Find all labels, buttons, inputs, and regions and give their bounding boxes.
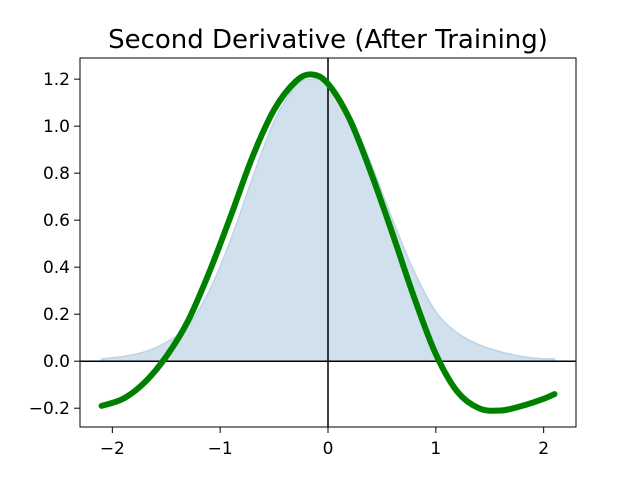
x-tick-label: −2: [100, 439, 125, 459]
y-tick-label: 0.4: [43, 258, 70, 278]
y-tick-label: 1.0: [43, 117, 70, 137]
y-tick-label: 0.0: [43, 352, 70, 372]
y-tick-label: 0.8: [43, 164, 70, 184]
second-derivative-line-layer: [98, 71, 558, 414]
x-tick-label: 0: [323, 439, 334, 459]
y-tick-label: −0.2: [29, 399, 70, 419]
x-tick-label: 2: [538, 439, 549, 459]
x-axis-ticks: −2 −1 0 1 2: [100, 427, 549, 459]
x-tick-label: −1: [208, 439, 233, 459]
y-axis-ticks: −0.2 0.0 0.2 0.4 0.6 0.8 1.0 1.2: [29, 70, 80, 419]
y-tick-label: 1.2: [43, 70, 70, 90]
second-derivative-line-0: [98, 71, 558, 414]
y-tick-label: 0.6: [43, 211, 70, 231]
y-tick-label: 0.2: [43, 305, 70, 325]
chart-title: Second Derivative (After Training): [108, 25, 548, 55]
x-tick-label: 1: [430, 439, 441, 459]
